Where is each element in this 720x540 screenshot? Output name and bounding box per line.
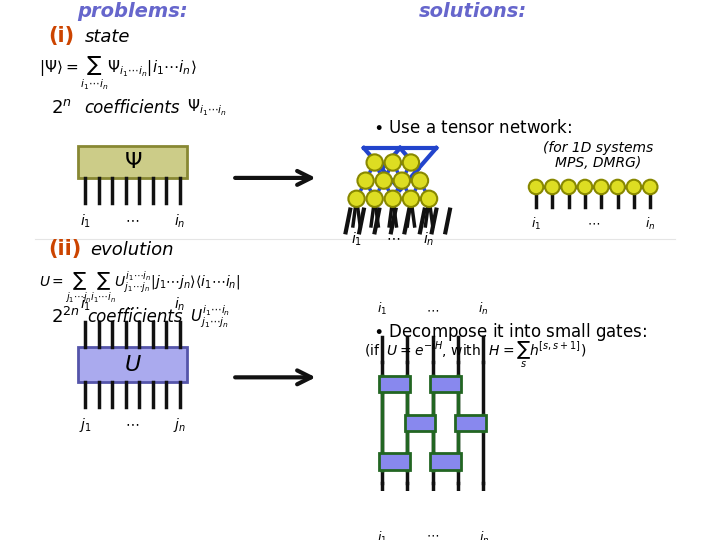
Text: $j_n$: $j_n$ (174, 416, 186, 434)
Circle shape (545, 180, 559, 194)
Text: $\cdots$: $\cdots$ (125, 212, 140, 226)
Circle shape (402, 154, 419, 171)
Text: coefficients: coefficients (87, 308, 183, 326)
Text: $\Psi$: $\Psi$ (124, 152, 142, 172)
Text: MPS, DMRG): MPS, DMRG) (554, 156, 641, 170)
Text: $2^{2n}$: $2^{2n}$ (51, 307, 80, 327)
Circle shape (376, 172, 392, 189)
Text: $\cdots$: $\cdots$ (426, 303, 439, 316)
Text: $i_1$: $i_1$ (80, 295, 91, 313)
Bar (78, 347, 187, 382)
Text: $i_1$: $i_1$ (351, 231, 362, 248)
Circle shape (643, 180, 657, 194)
Text: solutions:: solutions: (418, 3, 526, 22)
Text: $\Psi_{i_1\cdots i_n}$: $\Psi_{i_1\cdots i_n}$ (187, 98, 227, 118)
Text: $i_1$: $i_1$ (377, 300, 387, 316)
Text: $i_n$: $i_n$ (174, 212, 186, 230)
Bar (379, 454, 410, 470)
Text: $2^n$: $2^n$ (51, 99, 72, 117)
Text: $\cdots$: $\cdots$ (125, 299, 140, 313)
Circle shape (421, 191, 437, 207)
Circle shape (394, 172, 410, 189)
Circle shape (577, 180, 593, 194)
Text: $j_1$: $j_1$ (79, 416, 92, 434)
Bar (405, 415, 436, 431)
Text: $i_n$: $i_n$ (174, 295, 186, 313)
Text: $|\Psi\rangle = \sum_{i_1\cdots i_n} \Psi_{i_1\cdots i_n} |i_1\cdots i_n\rangle$: $|\Psi\rangle = \sum_{i_1\cdots i_n} \Ps… (40, 56, 197, 92)
Text: (ii): (ii) (48, 239, 81, 259)
Text: state: state (84, 28, 130, 46)
Text: problems:: problems: (77, 3, 188, 22)
Text: $i_n$: $i_n$ (423, 231, 435, 248)
Text: $\bullet$ Decompose it into small gates:: $\bullet$ Decompose it into small gates: (373, 321, 647, 343)
Circle shape (357, 172, 374, 189)
Text: $i_n$: $i_n$ (478, 300, 489, 316)
Text: evolution: evolution (90, 241, 174, 259)
Circle shape (402, 191, 419, 207)
Circle shape (626, 180, 642, 194)
Bar (430, 376, 461, 392)
Text: $U$: $U$ (124, 355, 142, 375)
Text: $\cdots$: $\cdots$ (125, 416, 140, 430)
Text: $j_1$: $j_1$ (376, 529, 388, 540)
Circle shape (384, 154, 401, 171)
Text: (i): (i) (48, 26, 74, 46)
Bar (78, 146, 187, 178)
Text: $U = \sum_{j_1\cdots j_n}\sum_{i_1\cdots i_n} U^{i_1\cdots i_n}_{j_1\cdots j_n} : $U = \sum_{j_1\cdots j_n}\sum_{i_1\cdots… (40, 269, 240, 305)
Bar (430, 454, 461, 470)
Circle shape (528, 180, 544, 194)
Text: (if  $U = e^{-iH}$, with  $H = \sum_s h^{[s,s+1]}$): (if $U = e^{-iH}$, with $H = \sum_s h^{[… (364, 340, 586, 370)
Text: $i_1$: $i_1$ (80, 212, 91, 230)
Circle shape (562, 180, 576, 194)
Text: $i_1$: $i_1$ (531, 216, 541, 232)
Bar (379, 376, 410, 392)
Text: $\cdots$: $\cdots$ (587, 216, 600, 229)
Circle shape (366, 191, 383, 207)
Bar (455, 415, 486, 431)
Text: coefficients: coefficients (84, 99, 180, 117)
Circle shape (384, 191, 401, 207)
Text: $j_n$: $j_n$ (477, 529, 490, 540)
Circle shape (611, 180, 625, 194)
Circle shape (366, 154, 383, 171)
Text: $\cdots$: $\cdots$ (426, 529, 439, 540)
Circle shape (348, 191, 365, 207)
Text: $\bullet$ Use a tensor network:: $\bullet$ Use a tensor network: (373, 119, 572, 137)
Circle shape (412, 172, 428, 189)
Text: $U^{i_1\cdots i_n}_{j_1\cdots j_n}$: $U^{i_1\cdots i_n}_{j_1\cdots j_n}$ (190, 303, 230, 330)
Text: (for 1D systems: (for 1D systems (543, 141, 653, 155)
Text: $i_n$: $i_n$ (645, 216, 655, 232)
Text: $\cdots$: $\cdots$ (386, 231, 400, 245)
Circle shape (594, 180, 608, 194)
